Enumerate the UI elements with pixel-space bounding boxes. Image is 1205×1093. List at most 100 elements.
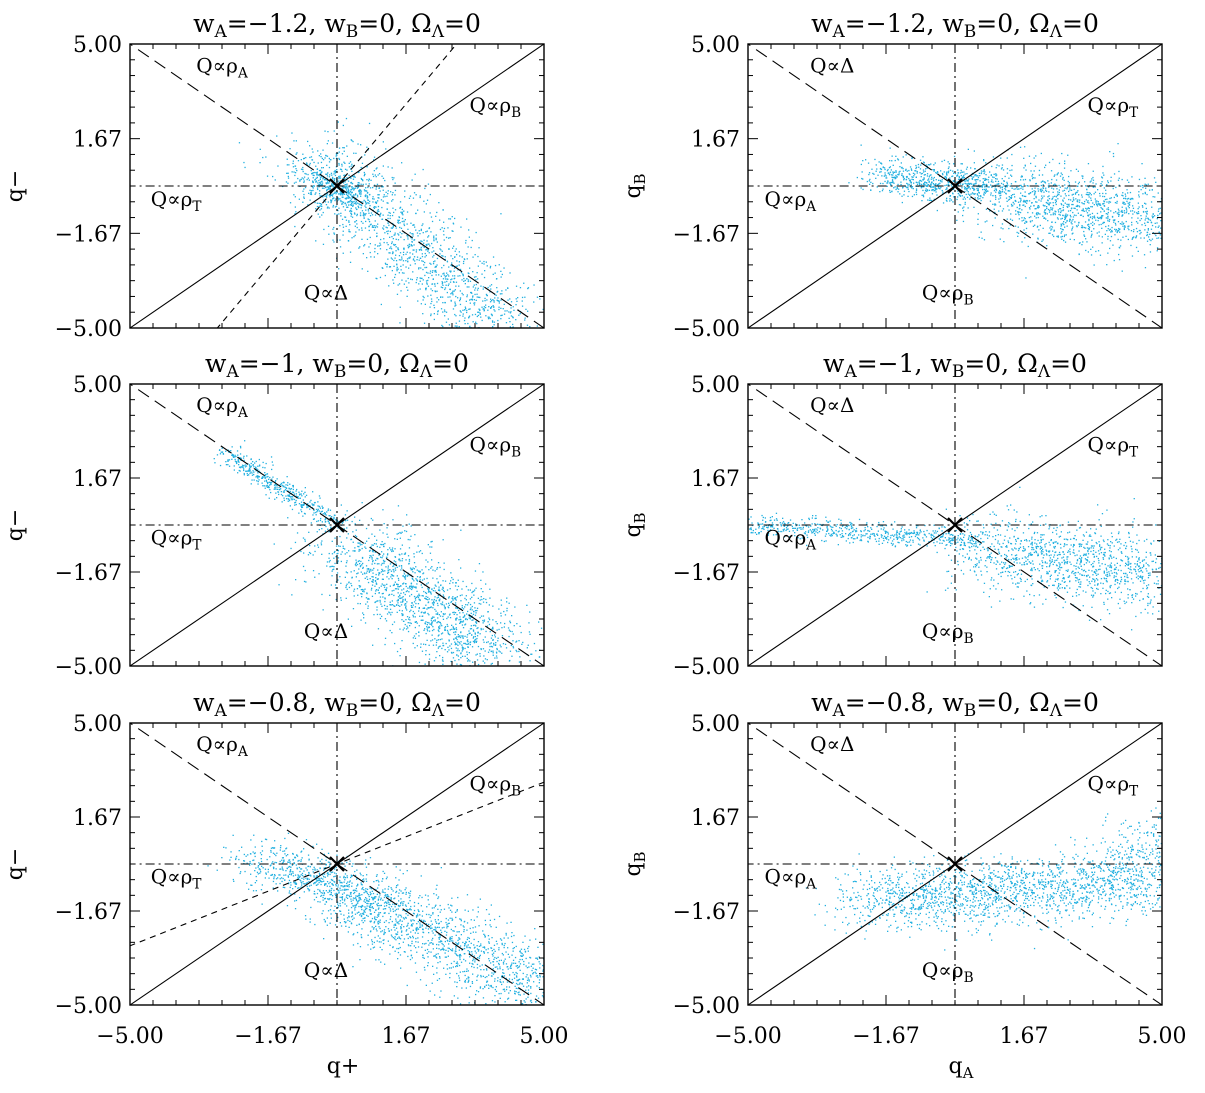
scatter-point <box>296 152 298 154</box>
scatter-point <box>1056 235 1058 238</box>
scatter-point <box>1088 223 1090 225</box>
scatter-point <box>956 198 958 201</box>
scatter-point <box>345 185 347 188</box>
scatter-point <box>250 462 252 465</box>
scatter-point <box>1051 234 1054 236</box>
scatter-point <box>423 578 425 580</box>
scatter-point <box>322 513 324 515</box>
scatter-point <box>1119 245 1122 247</box>
scatter-point <box>391 547 394 549</box>
scatter-point <box>1192 193 1193 194</box>
scatter-point <box>287 500 289 502</box>
scatter-point <box>440 275 442 277</box>
scatter-point <box>288 487 290 489</box>
scatter-point <box>427 249 429 251</box>
scatter-point <box>1023 195 1026 197</box>
scatter-point <box>346 197 348 199</box>
scatter-point <box>440 249 442 251</box>
scatter-point <box>377 197 379 199</box>
scatter-point <box>1083 226 1085 229</box>
scatter-point <box>225 464 228 466</box>
scatter-point <box>422 295 424 298</box>
scatter-point <box>292 491 294 493</box>
scatter-point <box>912 176 914 178</box>
scatter-point <box>1126 200 1128 202</box>
scatter-point <box>269 484 271 486</box>
scatter-point <box>1150 239 1152 242</box>
scatter-point <box>409 610 411 613</box>
scatter-point <box>940 180 942 182</box>
scatter-point <box>910 184 912 186</box>
scatter-point <box>303 188 305 190</box>
scatter-point <box>396 583 398 585</box>
scatter-point <box>476 289 479 291</box>
scatter-point <box>373 184 376 186</box>
scatter-point <box>266 175 269 177</box>
scatter-point <box>930 163 932 165</box>
scatter-point <box>1127 238 1129 241</box>
scatter-point <box>868 173 870 176</box>
scatter-point <box>406 295 408 297</box>
scatter-point <box>1066 186 1069 189</box>
scatter-point <box>403 248 405 251</box>
scatter-point <box>1067 204 1069 206</box>
scatter-point <box>931 199 933 202</box>
scatter-point <box>355 193 357 195</box>
scatter-point <box>227 449 229 451</box>
scatter-point <box>420 303 422 305</box>
scatter-point <box>351 216 354 218</box>
scatter-point <box>897 158 899 160</box>
scatter-point <box>436 578 438 580</box>
scatter-point <box>1075 225 1078 227</box>
scatter-point <box>1029 180 1031 182</box>
scatter-point <box>360 220 363 223</box>
scatter-point <box>1017 212 1019 214</box>
scatter-point <box>948 170 950 172</box>
scatter-point <box>927 179 929 181</box>
scatter-point <box>923 171 925 173</box>
scatter-point <box>960 169 962 172</box>
scatter-point <box>970 182 972 185</box>
scatter-point <box>954 172 957 175</box>
scatter-point <box>1066 214 1069 216</box>
scatter-point <box>1047 180 1049 182</box>
scatter-point <box>1057 191 1059 193</box>
scatter-point <box>328 522 330 524</box>
scatter-point <box>953 180 955 182</box>
scatter-point <box>991 186 993 188</box>
scatter-point <box>1115 186 1117 189</box>
scatter-point <box>1152 232 1154 234</box>
scatter-point <box>289 202 292 204</box>
scatter-point <box>453 267 456 269</box>
scatter-point <box>490 298 492 300</box>
scatter-point <box>483 655 485 657</box>
scatter-point <box>508 311 510 313</box>
scatter-point <box>394 569 397 571</box>
scatter-point <box>350 139 352 141</box>
scatter-point <box>961 163 963 165</box>
scatter-point <box>435 237 437 239</box>
line-annotation: Q∝ρA <box>765 187 817 215</box>
scatter-point <box>1093 223 1095 225</box>
scatter-point <box>333 157 335 160</box>
scatter-point <box>401 258 403 260</box>
scatter-point <box>434 291 437 293</box>
scatter-point <box>256 480 258 482</box>
scatter-point <box>1082 215 1084 218</box>
scatter-point <box>1085 185 1087 187</box>
scatter-point <box>1051 228 1053 230</box>
scatter-point <box>271 481 273 483</box>
scatter-point <box>1070 189 1073 191</box>
scatter-point <box>887 182 889 184</box>
scatter-point <box>466 604 469 606</box>
scatter-point <box>502 352 503 353</box>
scatter-point <box>990 194 992 196</box>
scatter-point <box>243 469 245 472</box>
scatter-point <box>323 187 325 189</box>
scatter-point <box>492 650 494 652</box>
scatter-point <box>272 175 274 178</box>
scatter-point <box>459 616 461 618</box>
scatter-point <box>459 255 461 257</box>
scatter-point <box>918 166 920 168</box>
